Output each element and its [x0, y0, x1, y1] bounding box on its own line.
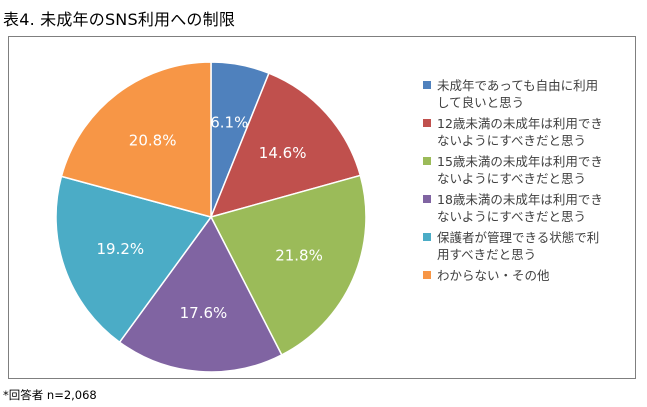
slice-label-0: 6.1% — [210, 114, 248, 132]
legend-label-0: 未成年であっても自由に利用 して良いと思う — [437, 78, 599, 110]
pie-slice-4 — [55, 175, 213, 344]
legend-swatch-5 — [423, 271, 431, 279]
chart-title: 表4. 未成年のSNS利用への制限 — [3, 10, 236, 29]
chart-frame: 6.1% 14.6% 21.8% 17.6% 19.2% 20.8% 未成年であっても自由… — [8, 36, 636, 379]
slice-label-1: 14.6% — [259, 144, 307, 162]
legend-swatch-2 — [423, 157, 431, 165]
legend-swatch-3 — [423, 195, 431, 203]
legend-item-4: 保護者が管理できる状態で利 用すべきだと思う — [423, 229, 633, 263]
pie-slice-5 — [60, 61, 212, 218]
pie-slice-3 — [118, 215, 283, 373]
legend-label-2: 15歳未満の未成年は利用でき ないようにすべきだと思う — [437, 154, 603, 186]
legend: 未成年であっても自由に利用 して良いと思う 12歳未満の未成年は利用でき ないよう… — [423, 77, 633, 288]
legend-swatch-1 — [423, 119, 431, 127]
slice-label-5: 20.8% — [129, 132, 177, 150]
slice-label-4: 19.2% — [96, 240, 144, 258]
legend-item-0: 未成年であっても自由に利用 して良いと思う — [423, 77, 633, 111]
legend-label-3: 18歳未満の未成年は利用でき ないようにすべきだと思う — [437, 192, 603, 224]
legend-item-5: わからない・その他 — [423, 267, 633, 284]
footnote: *回答者 n=2,068 — [3, 388, 97, 402]
legend-item-3: 18歳未満の未成年は利用でき ないようにすべきだと思う — [423, 191, 633, 225]
pie-slice-2 — [209, 174, 367, 356]
legend-label-4: 保護者が管理できる状態で利 用すべきだと思う — [437, 230, 600, 262]
legend-label-1: 12歳未満の未成年は利用でき ないようにすべきだと思う — [437, 116, 603, 148]
slice-label-3: 17.6% — [180, 304, 228, 322]
legend-item-1: 12歳未満の未成年は利用でき ないようにすべきだと思う — [423, 115, 633, 149]
legend-swatch-4 — [423, 233, 431, 241]
legend-item-2: 15歳未満の未成年は利用でき ないようにすべきだと思う — [423, 153, 633, 187]
pie-slice-1 — [209, 72, 362, 219]
pie-chart: 6.1% 14.6% 21.8% 17.6% 19.2% 20.8% — [55, 61, 367, 373]
legend-label-5: わからない・その他 — [437, 268, 550, 283]
legend-swatch-0 — [423, 81, 431, 89]
slice-label-2: 21.8% — [275, 247, 323, 265]
